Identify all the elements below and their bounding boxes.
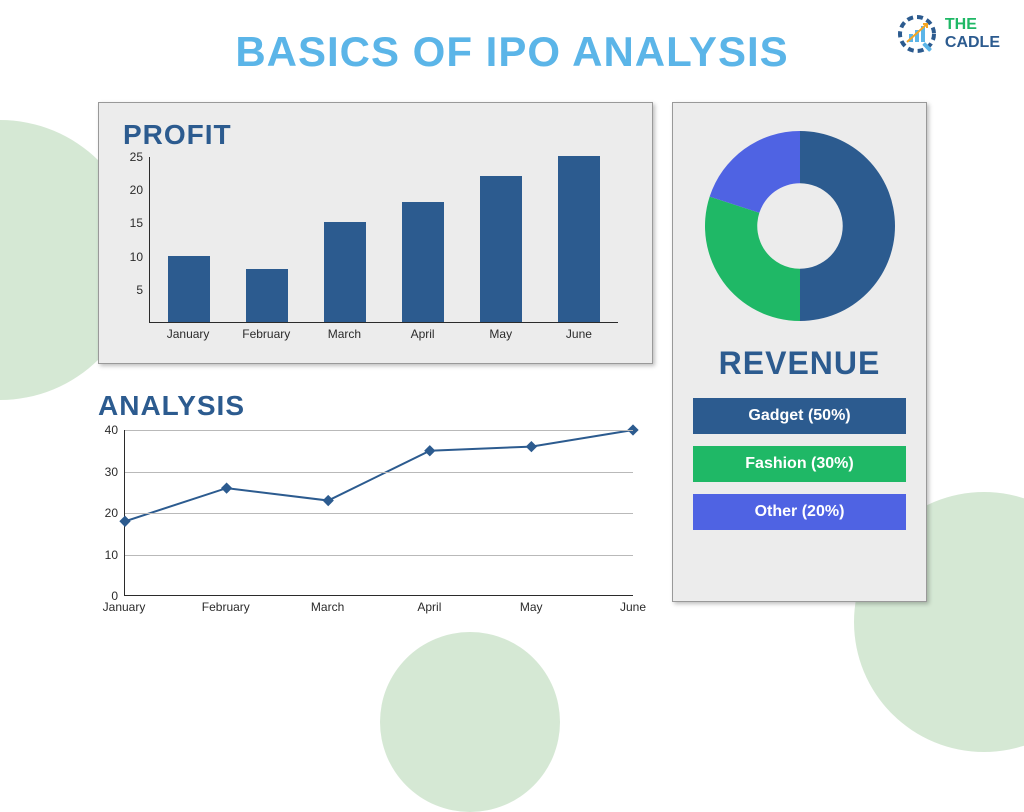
bar xyxy=(324,222,367,322)
data-marker xyxy=(323,495,334,506)
donut-slice xyxy=(709,131,799,213)
revenue-title: REVENUE xyxy=(693,345,906,382)
y-tick: 5 xyxy=(136,283,143,297)
x-label: May xyxy=(520,600,543,614)
legend-item: Fashion (30%) xyxy=(693,446,906,482)
legend-item: Gadget (50%) xyxy=(693,398,906,434)
profit-card: PROFIT 5 10 15 20 25 January February March Apr… xyxy=(98,102,653,364)
bar xyxy=(480,176,523,322)
y-tick: 20 xyxy=(105,506,118,520)
y-tick: 10 xyxy=(105,548,118,562)
bg-blob xyxy=(380,632,560,812)
x-label: March xyxy=(311,600,344,614)
profit-bar-chart: 510152025 JanuaryFebruaryMarchAprilMayJu… xyxy=(123,157,628,347)
revenue-donut-chart xyxy=(695,121,905,331)
page-title: BASICS OF IPO ANALYSIS xyxy=(0,28,1024,76)
x-label: February xyxy=(242,327,290,341)
data-marker xyxy=(221,482,232,493)
donut-slice xyxy=(800,131,895,321)
analysis-title: ANALYSIS xyxy=(98,390,653,422)
y-tick: 20 xyxy=(130,183,143,197)
x-label: June xyxy=(566,327,592,341)
y-tick: 10 xyxy=(130,250,143,264)
revenue-legend: Gadget (50%) Fashion (30%) Other (20%) xyxy=(693,398,906,530)
gridline xyxy=(125,430,633,431)
y-tick: 25 xyxy=(130,150,143,164)
x-label: May xyxy=(489,327,512,341)
gridline xyxy=(125,472,633,473)
donut-slice xyxy=(705,197,800,321)
x-label: January xyxy=(103,600,146,614)
profit-title: PROFIT xyxy=(123,119,628,151)
line-series xyxy=(125,430,633,521)
x-label: February xyxy=(202,600,250,614)
x-label: April xyxy=(411,327,435,341)
bar xyxy=(558,156,601,322)
bar xyxy=(246,269,289,322)
data-marker xyxy=(526,441,537,452)
y-tick: 40 xyxy=(105,423,118,437)
gridline xyxy=(125,555,633,556)
x-label: March xyxy=(328,327,361,341)
data-marker xyxy=(424,445,435,456)
gridline xyxy=(125,513,633,514)
bar xyxy=(168,256,211,322)
revenue-card: REVENUE Gadget (50%) Fashion (30%) Other (… xyxy=(672,102,927,602)
analysis-line-chart: 010203040 JanuaryFebruaryMarchAprilMayJu… xyxy=(98,430,653,620)
x-label: April xyxy=(417,600,441,614)
legend-item: Other (20%) xyxy=(693,494,906,530)
y-tick: 30 xyxy=(105,465,118,479)
x-label: January xyxy=(167,327,210,341)
y-tick: 15 xyxy=(130,216,143,230)
x-label: June xyxy=(620,600,646,614)
bar xyxy=(402,202,445,322)
analysis-block: ANALYSIS 010203040 JanuaryFebruaryMarchA… xyxy=(98,390,653,620)
